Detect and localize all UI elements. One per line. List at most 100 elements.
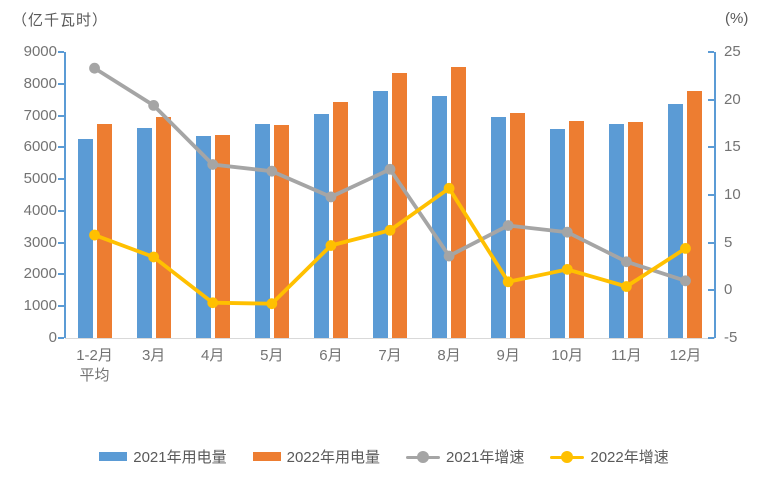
left-axis-tick-label: 7000	[23, 106, 57, 124]
left-axis-tick	[58, 114, 64, 117]
bar-2022年用电量-7月	[392, 73, 407, 338]
left-axis-tick-label: 2000	[23, 265, 57, 283]
left-axis-tick-label: 0	[48, 329, 57, 346]
left-axis-tick-label: 3000	[23, 233, 57, 251]
left-axis-tick	[58, 241, 64, 244]
bar-2022年用电量-1-2月平均	[96, 124, 112, 338]
bar-2021年用电量-7月	[373, 91, 388, 338]
legend-item-2021年增速: 2021年增速	[406, 446, 524, 467]
x-axis-label: 10月	[551, 347, 584, 364]
bar-2022年用电量-12月	[687, 90, 703, 338]
right-axis-tick	[708, 146, 714, 149]
marker-2021年增速-9月	[502, 220, 514, 231]
right-axis-line	[714, 52, 716, 338]
bar-2022年用电量-3月	[155, 117, 171, 338]
legend-line-swatch	[406, 450, 440, 463]
x-axis-label: 1-2月 平均	[76, 347, 113, 384]
left-axis-tick	[58, 305, 64, 308]
left-axis-tick	[58, 209, 64, 212]
legend-bar-swatch	[252, 452, 281, 461]
bar-2022年用电量-10月	[569, 120, 585, 338]
plot-area	[58, 51, 716, 339]
x-axis-label: 7月	[378, 347, 402, 364]
right-axis-tick	[708, 51, 714, 53]
marker-2021年增速-12月	[680, 275, 691, 287]
right-axis-tick-label: 0	[724, 281, 733, 299]
bar-2021年用电量-5月	[254, 123, 270, 338]
marker-2021年增速-7月	[384, 163, 396, 175]
marker-2022年增速-12月	[680, 242, 691, 254]
marker-2021年增速-4月	[207, 159, 219, 170]
marker-2022年增速-4月	[207, 297, 219, 309]
lines-layer	[89, 62, 691, 310]
x-axis-line	[65, 338, 715, 339]
legend-label: 2022年增速	[590, 449, 669, 466]
marker-2022年增速-8月	[443, 182, 455, 194]
left-axis-tick	[58, 273, 64, 276]
left-axis-tick-label: 6000	[23, 138, 57, 156]
legend-bar-swatch	[99, 452, 128, 461]
right-axis-tick	[708, 98, 714, 101]
x-axis-label: 12月	[669, 347, 702, 364]
marker-2022年增速-10月	[561, 263, 573, 275]
marker-2022年增速-3月	[148, 251, 160, 263]
marker-2022年增速-1-2月平均	[89, 229, 100, 241]
bar-2022年用电量-4月	[214, 134, 230, 338]
bar-2021年用电量-9月	[491, 117, 507, 338]
x-axis-label: 3月	[141, 347, 166, 364]
right-axis-tick-label: 25	[724, 43, 741, 60]
legend-marker-dot	[561, 450, 574, 463]
right-axis-tick-label: 15	[724, 138, 741, 156]
x-axis-label: 5月	[260, 347, 284, 364]
left-axis-line	[64, 52, 66, 338]
marker-2022年增速-5月	[266, 298, 278, 310]
right-axis-tick-label: 20	[724, 90, 741, 108]
x-axis-label: 9月	[496, 347, 520, 364]
legend-item-2022年增速: 2022年增速	[550, 446, 669, 467]
marker-2022年增速-6月	[325, 240, 337, 251]
bar-2021年用电量-1-2月平均	[77, 139, 93, 338]
left-axis-tick	[58, 51, 64, 53]
marker-2022年增速-11月	[620, 281, 632, 292]
x-axis-label: 6月	[319, 347, 343, 364]
right-axis-unit-label: (%)	[725, 10, 749, 27]
bar-2021年用电量-10月	[550, 128, 566, 338]
marker-2022年增速-9月	[502, 276, 514, 288]
legend-item-2022年用电量: 2022年用电量	[252, 446, 380, 467]
right-axis-tick-label: 10	[724, 186, 741, 203]
marker-2022年增速-7月	[384, 224, 396, 236]
left-axis-tick-label: 1000	[23, 297, 57, 315]
legend-line-swatch	[550, 450, 585, 463]
left-axis-tick-label: 8000	[23, 74, 57, 92]
marker-2021年增速-11月	[620, 256, 632, 268]
right-axis-tick	[708, 194, 714, 196]
left-axis-tick	[58, 178, 64, 181]
marker-2021年增速-6月	[325, 191, 337, 203]
bar-2021年用电量-6月	[313, 114, 329, 338]
marker-2021年增速-1-2月平均	[89, 62, 100, 74]
legend: 2021年用电量 2022年用电量 2021年增速 2022年增速	[0, 446, 768, 467]
left-axis-tick	[58, 337, 64, 339]
right-axis-tick	[708, 241, 714, 244]
marker-2021年增速-5月	[266, 165, 278, 177]
right-axis-tick-label: 5	[724, 233, 733, 251]
marker-2021年增速-8月	[443, 250, 455, 262]
x-axis-label: 8月	[437, 347, 461, 364]
legend-label: 2022年用电量	[286, 449, 380, 466]
left-axis-tick	[58, 82, 64, 85]
marker-2021年增速-3月	[148, 99, 160, 111]
x-axis-label: 11月	[611, 347, 642, 364]
bar-2021年用电量-8月	[432, 95, 448, 338]
legend-label: 2021年增速	[446, 449, 525, 466]
right-axis-tick	[708, 289, 714, 292]
left-axis-tick	[58, 146, 64, 149]
legend-marker-dot	[417, 450, 429, 463]
left-axis-tick-label: 9000	[23, 43, 57, 60]
x-axis-label: 4月	[201, 347, 225, 364]
bar-2022年用电量-6月	[332, 101, 348, 338]
legend-item-2021年用电量: 2021年用电量	[99, 446, 227, 467]
left-axis-tick-label: 4000	[23, 201, 57, 219]
right-axis-tick	[708, 337, 714, 339]
left-axis-tick-label: 5000	[23, 170, 57, 188]
